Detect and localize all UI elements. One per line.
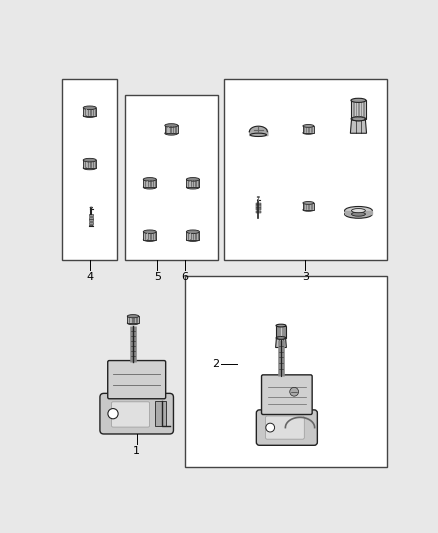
Polygon shape xyxy=(350,119,367,133)
Ellipse shape xyxy=(143,230,156,233)
Bar xyxy=(143,180,156,187)
Ellipse shape xyxy=(351,117,366,121)
Polygon shape xyxy=(345,211,352,214)
Ellipse shape xyxy=(345,210,372,219)
Bar xyxy=(303,203,314,210)
Ellipse shape xyxy=(303,208,314,211)
Ellipse shape xyxy=(83,106,96,110)
Text: 3: 3 xyxy=(302,272,309,282)
Ellipse shape xyxy=(276,336,286,340)
Text: 4: 4 xyxy=(86,272,93,282)
Ellipse shape xyxy=(83,158,96,162)
Bar xyxy=(185,276,387,467)
Circle shape xyxy=(290,387,299,396)
Bar xyxy=(83,108,96,116)
Ellipse shape xyxy=(143,238,156,241)
Ellipse shape xyxy=(143,177,156,181)
Circle shape xyxy=(266,423,275,432)
Ellipse shape xyxy=(186,238,199,241)
Circle shape xyxy=(108,409,118,419)
Polygon shape xyxy=(276,338,286,348)
Ellipse shape xyxy=(276,324,286,327)
FancyBboxPatch shape xyxy=(256,410,318,445)
Bar xyxy=(89,214,93,216)
Bar xyxy=(256,208,261,211)
Text: 5: 5 xyxy=(154,272,161,282)
FancyBboxPatch shape xyxy=(112,402,150,427)
Ellipse shape xyxy=(352,212,365,216)
FancyBboxPatch shape xyxy=(100,393,173,434)
Ellipse shape xyxy=(186,185,199,189)
Ellipse shape xyxy=(186,230,199,233)
Bar xyxy=(256,205,261,207)
Ellipse shape xyxy=(249,128,267,135)
Bar xyxy=(89,220,93,221)
Bar xyxy=(276,326,286,338)
Ellipse shape xyxy=(352,117,365,121)
Bar xyxy=(155,401,166,426)
Bar xyxy=(143,232,156,240)
Ellipse shape xyxy=(127,314,139,318)
Ellipse shape xyxy=(127,321,139,325)
Ellipse shape xyxy=(165,132,178,135)
Ellipse shape xyxy=(345,206,372,215)
Text: 1: 1 xyxy=(133,446,140,456)
Bar xyxy=(303,126,314,133)
Ellipse shape xyxy=(186,177,199,181)
Bar xyxy=(125,95,218,260)
Bar xyxy=(165,125,178,133)
Ellipse shape xyxy=(303,125,314,127)
Ellipse shape xyxy=(165,124,178,127)
Bar xyxy=(83,160,96,168)
FancyBboxPatch shape xyxy=(265,416,304,439)
Bar xyxy=(256,203,261,205)
Ellipse shape xyxy=(143,185,156,189)
Bar xyxy=(351,100,366,119)
Bar xyxy=(89,222,93,224)
Bar xyxy=(186,180,199,187)
Ellipse shape xyxy=(83,114,96,117)
Bar xyxy=(62,79,117,260)
Bar xyxy=(256,211,261,213)
Ellipse shape xyxy=(303,132,314,134)
Ellipse shape xyxy=(352,208,365,213)
Ellipse shape xyxy=(83,166,96,170)
Ellipse shape xyxy=(303,201,314,204)
Bar xyxy=(127,316,139,323)
Text: 2: 2 xyxy=(212,359,219,369)
Ellipse shape xyxy=(351,98,366,102)
Ellipse shape xyxy=(90,207,92,208)
Bar xyxy=(224,79,387,260)
FancyBboxPatch shape xyxy=(261,375,312,415)
Ellipse shape xyxy=(276,336,286,339)
Text: 6: 6 xyxy=(182,272,189,282)
Bar xyxy=(186,232,199,240)
FancyBboxPatch shape xyxy=(108,360,166,399)
Ellipse shape xyxy=(89,225,93,227)
Polygon shape xyxy=(365,211,372,214)
Bar xyxy=(89,217,93,219)
